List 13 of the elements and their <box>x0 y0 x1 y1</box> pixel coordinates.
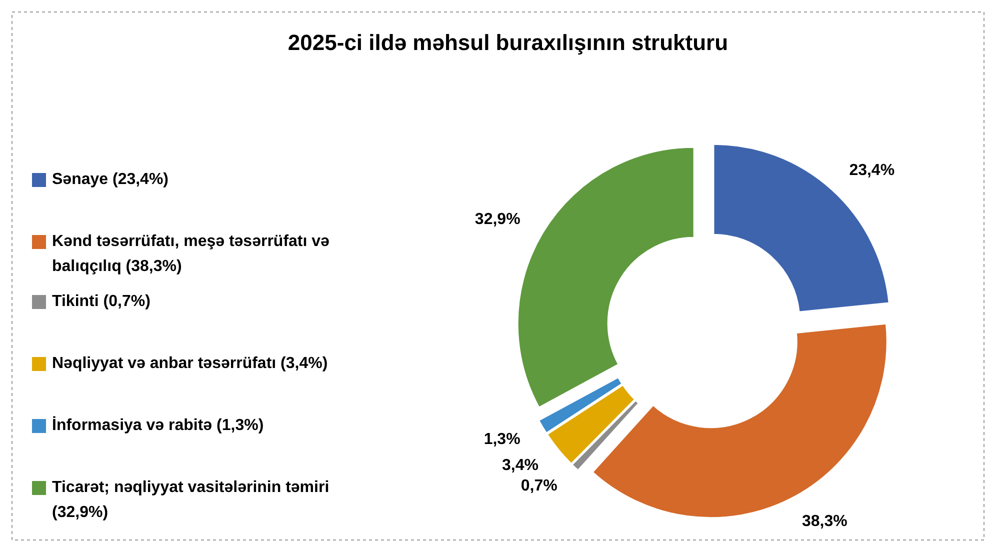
legend-label: Nəqliyyat və anbar təsərrüfatı (3,4%) <box>52 355 328 372</box>
data-label: 38,3% <box>802 513 848 530</box>
data-label: 1,3% <box>484 431 520 448</box>
legend-label: İnformasiya və rabitə (1,3%) <box>52 416 264 434</box>
data-label: 32,9% <box>474 211 520 228</box>
chart-title: 2025-ci ildə məhsul buraxılışının strukturu <box>288 30 728 55</box>
data-label: 0,7% <box>520 477 558 494</box>
legend-label: Ticarət; nəqliyyat vasitələrinin təmiri (32,9%) <box>52 479 330 522</box>
data-label: 3,4% <box>502 457 538 474</box>
legend-label: Sənaye (23,4%) <box>52 171 169 188</box>
data-label: 23,4% <box>849 162 895 179</box>
legend-label: Tikinti (0,7%) <box>52 293 150 310</box>
legend-label: Kənd təsərrüfatı, meşə təsərrüfatı və balıqçılıq (38,3%) <box>52 233 330 276</box>
